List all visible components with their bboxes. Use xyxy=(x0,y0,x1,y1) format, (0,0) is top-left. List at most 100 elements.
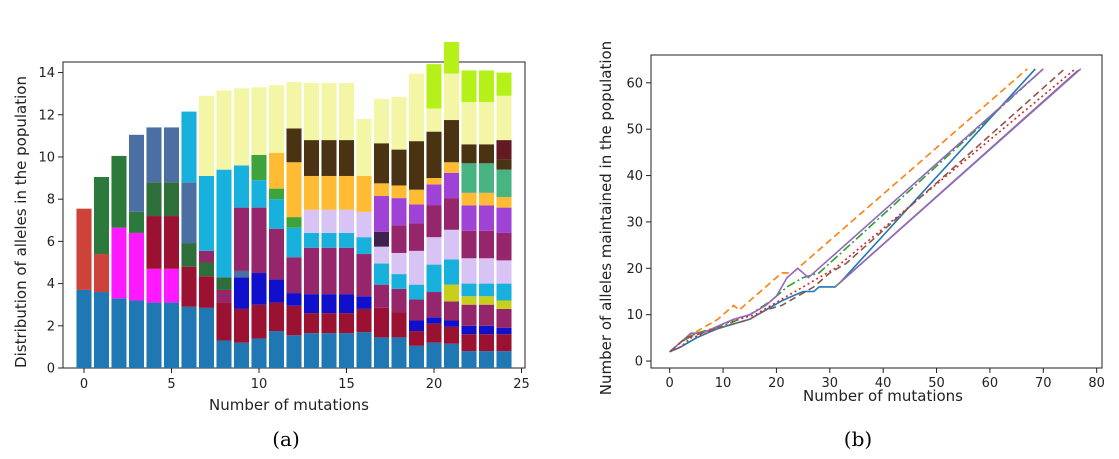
bar-segment xyxy=(426,205,442,238)
bar-segment xyxy=(443,320,460,327)
x-tick-label-a: 0 xyxy=(80,377,88,392)
bar-segment xyxy=(268,188,285,200)
bar-segment xyxy=(321,83,337,141)
bar-segment xyxy=(426,108,442,132)
bar-segment xyxy=(391,185,407,199)
bar-segment xyxy=(128,211,145,233)
bar-segment xyxy=(426,342,442,368)
bar-segment xyxy=(478,163,495,193)
y-tick-label-b: 50 xyxy=(626,123,643,138)
bar-segment xyxy=(478,351,495,368)
bar-segment xyxy=(321,140,337,176)
bar-segment xyxy=(391,288,407,313)
bar-segment xyxy=(391,274,407,289)
bar-segment xyxy=(496,308,512,328)
x-tick-label-a: 10 xyxy=(251,377,268,392)
y-tick-label-a: 2 xyxy=(47,319,55,334)
bar-segment xyxy=(391,312,407,338)
bar-segment xyxy=(391,198,407,226)
bar-segment xyxy=(461,325,477,335)
bar-segment xyxy=(198,175,215,251)
bar-segment xyxy=(443,73,460,121)
bar-segment xyxy=(496,260,512,284)
bar-segment xyxy=(286,162,302,218)
bar-segment xyxy=(163,302,180,368)
bar-segment xyxy=(338,232,355,248)
plot-area-b xyxy=(650,54,1103,369)
x-tick-label-a: 25 xyxy=(513,377,530,392)
bar-segment xyxy=(478,70,495,103)
bar-segment xyxy=(251,338,267,368)
x-tick-label-b: 30 xyxy=(822,376,839,391)
bar-segment xyxy=(443,120,460,163)
bar-segment xyxy=(251,180,267,208)
bar-segment xyxy=(338,294,355,314)
x-tick-label-a: 20 xyxy=(426,377,443,392)
bar-segment xyxy=(478,296,495,305)
bar-segment xyxy=(233,342,250,368)
bar-segment xyxy=(146,268,162,303)
bar-segment xyxy=(426,323,442,343)
bar-segment xyxy=(408,223,425,251)
bar-segment xyxy=(93,254,110,293)
bar-segment xyxy=(338,83,355,141)
bar-segment xyxy=(496,140,512,160)
bar-segment xyxy=(233,207,250,271)
bar-segment xyxy=(163,216,180,269)
y-tick-label-b: 40 xyxy=(626,169,643,184)
bar-segment xyxy=(233,277,250,309)
bar-segment xyxy=(216,302,232,341)
bar-segment xyxy=(303,209,320,233)
bar-segment xyxy=(443,162,460,173)
bar-segment xyxy=(181,111,197,183)
bar-segment xyxy=(461,296,477,305)
bar-segment xyxy=(321,232,337,248)
bar-segment xyxy=(426,131,442,179)
bar-segment xyxy=(496,207,512,233)
bar-segment xyxy=(356,254,372,297)
bar-segment xyxy=(356,332,372,368)
series-line-3 xyxy=(669,68,1044,353)
bar-segment xyxy=(496,72,512,96)
bar-segment xyxy=(321,175,337,210)
bar-segment xyxy=(338,140,355,176)
bar-segment xyxy=(408,204,425,224)
bar-segment xyxy=(443,343,460,368)
x-tick-label-b: 10 xyxy=(715,376,732,391)
bar-segment xyxy=(146,302,162,368)
bar-segment xyxy=(478,205,495,231)
bar-segment xyxy=(286,217,302,228)
bar-segment xyxy=(268,85,285,153)
bar-segment xyxy=(356,211,372,238)
bar-segment xyxy=(461,163,477,193)
bars-a xyxy=(76,41,512,368)
bar-segment xyxy=(443,198,460,230)
bar-segment xyxy=(391,149,407,186)
bar-segment xyxy=(286,257,302,294)
bar-segment xyxy=(461,258,477,284)
bar-segment xyxy=(146,127,162,183)
bar-segment xyxy=(373,337,390,368)
panel-b: 0 10 20 30 40 50 60 70 80 0 10 20 30 40 50 60 Number of… xyxy=(597,41,1105,451)
bar-segment xyxy=(181,182,197,244)
y-tick-label-a: 6 xyxy=(47,235,55,250)
bar-segment xyxy=(303,313,320,334)
bar-segment xyxy=(426,264,442,293)
bar-segment xyxy=(373,196,390,232)
x-tick-label-b: 80 xyxy=(1088,376,1105,391)
x-tick-label-a: 5 xyxy=(167,377,175,392)
x-axis-label-a: Number of mutations xyxy=(209,396,369,414)
bar-segment xyxy=(111,298,127,368)
bar-segment xyxy=(338,333,355,368)
bar-segment xyxy=(408,189,425,205)
bar-segment xyxy=(443,172,460,199)
bar-segment xyxy=(391,225,407,253)
bar-segment xyxy=(443,259,460,285)
bar-segment xyxy=(373,263,390,285)
bar-segment xyxy=(461,144,477,164)
bar-segment xyxy=(496,232,512,261)
bar-segment xyxy=(198,250,215,263)
bar-segment xyxy=(426,317,442,324)
bar-segment xyxy=(373,284,390,308)
bar-segment xyxy=(338,313,355,334)
